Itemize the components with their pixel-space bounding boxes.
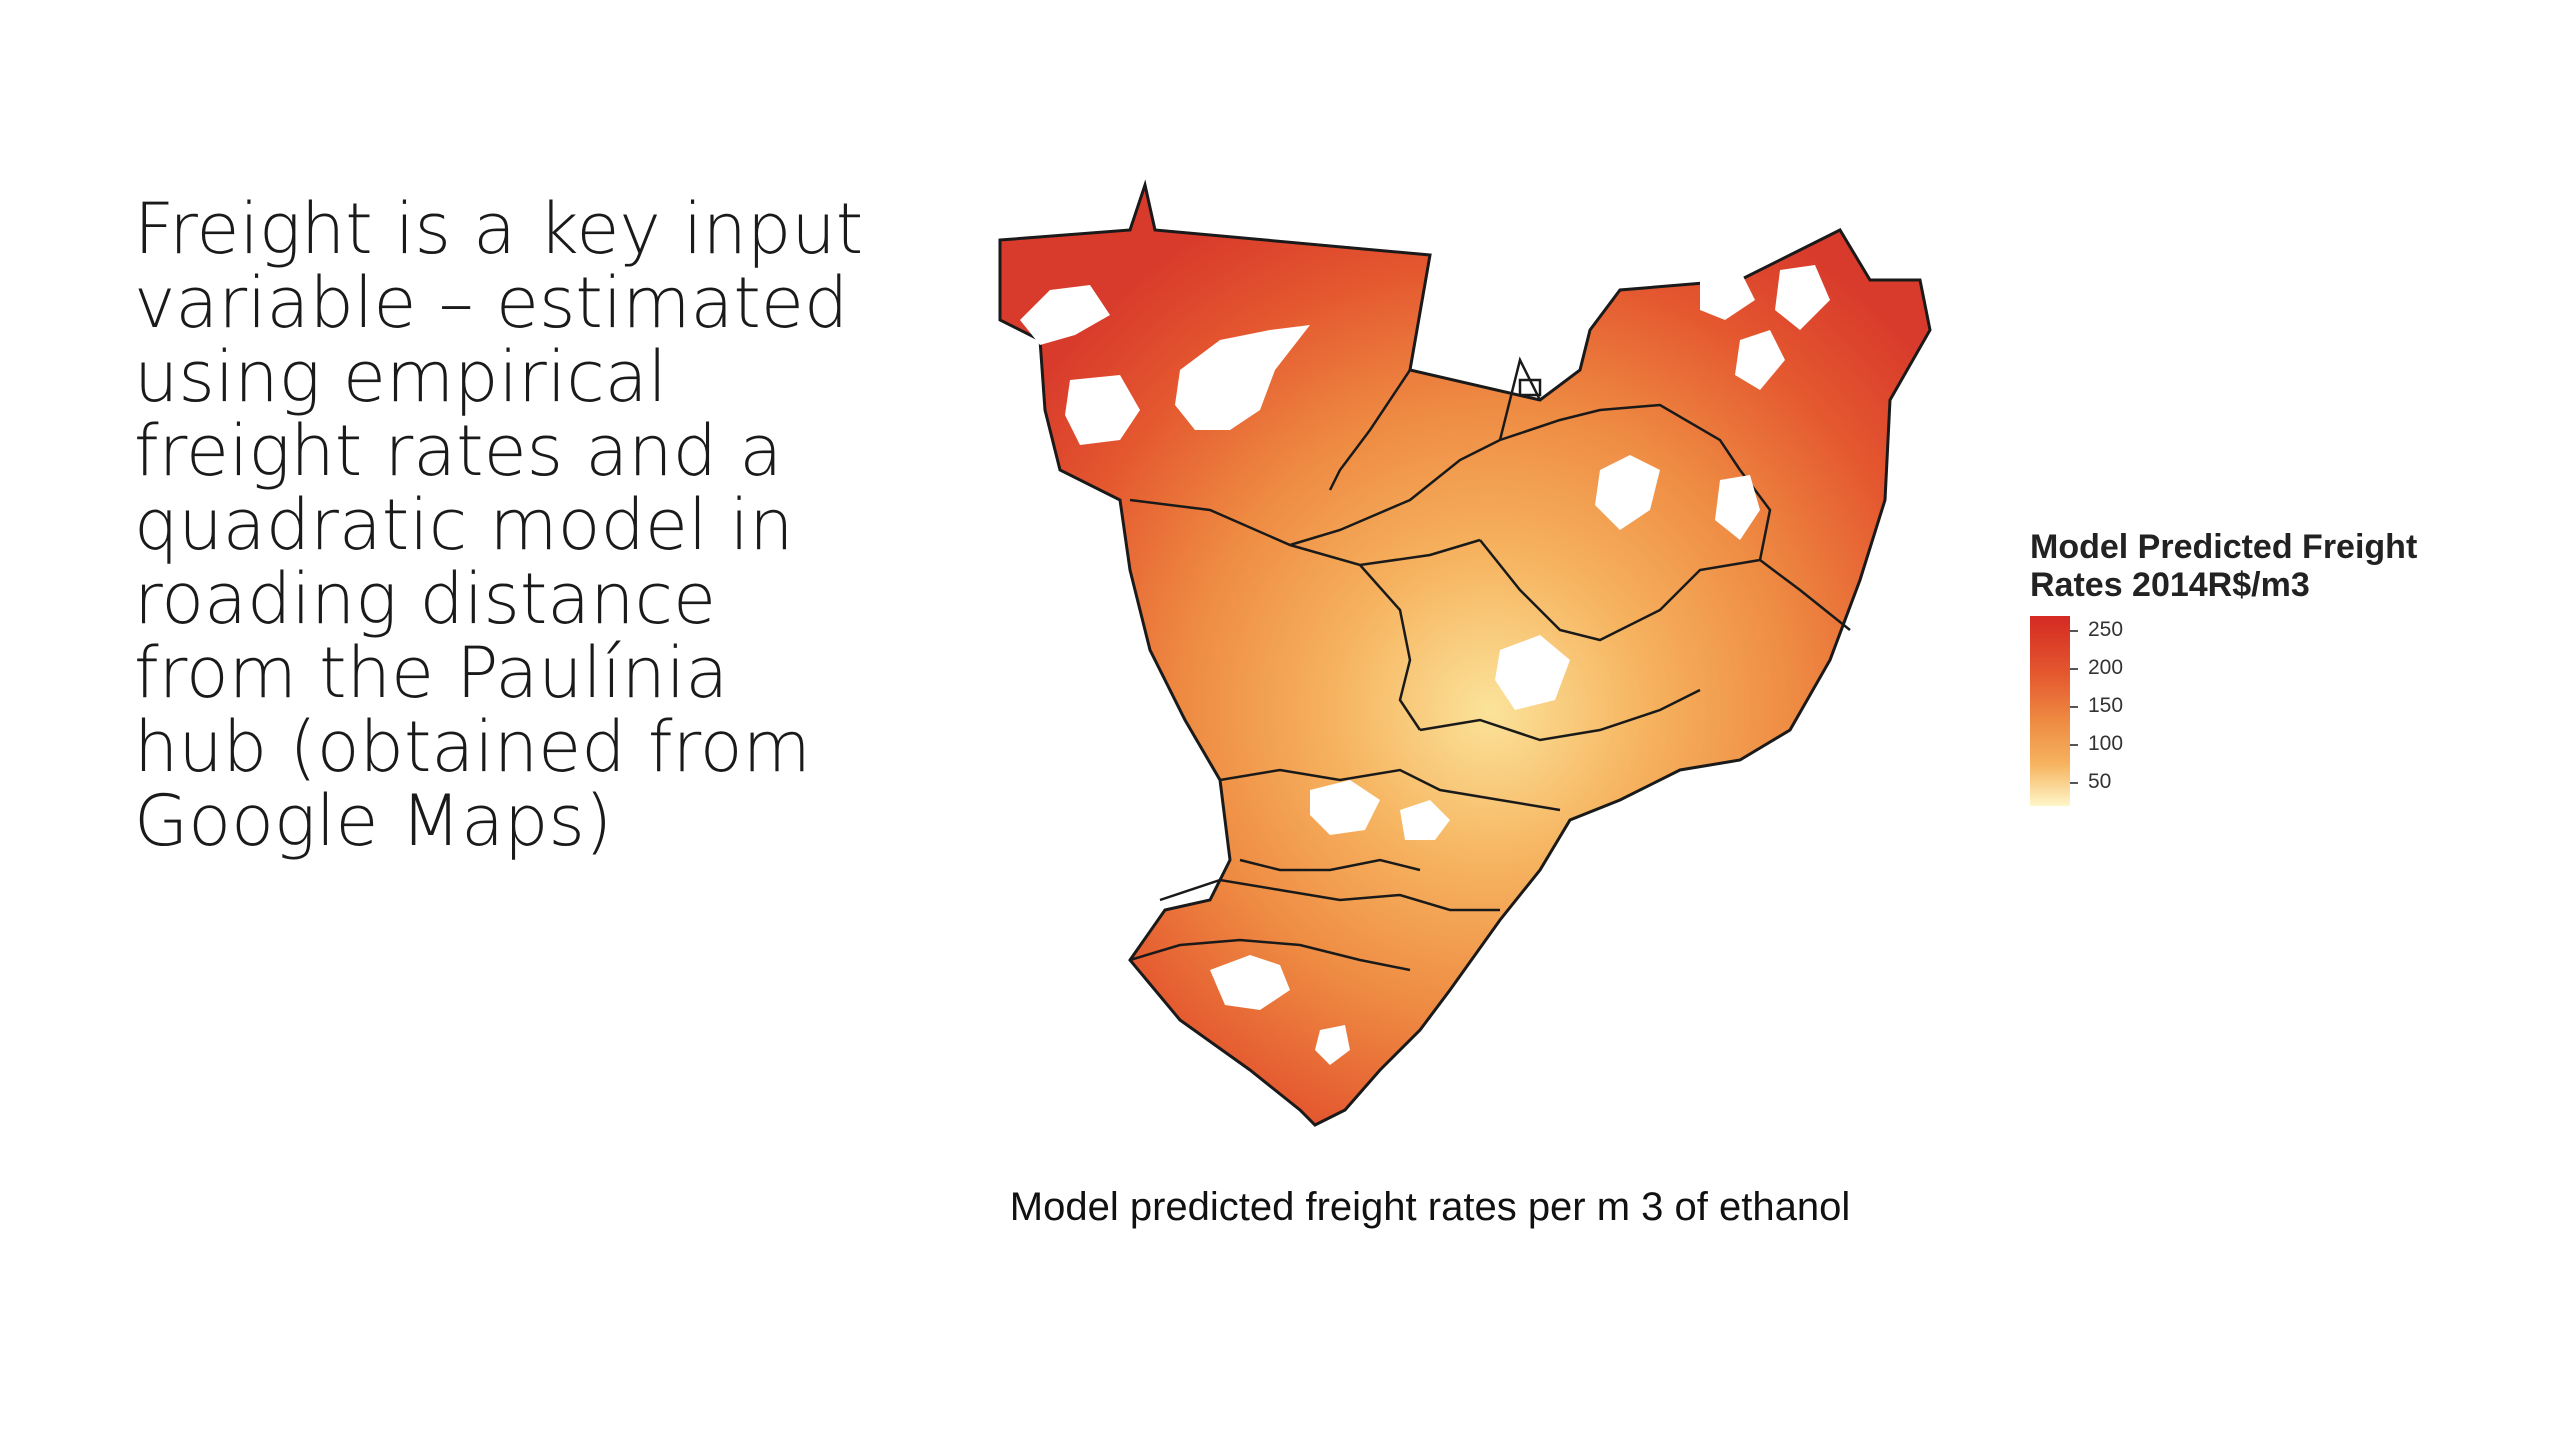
legend-title-line: Model Predicted Freight (2030, 528, 2418, 566)
state-border (1498, 356, 1542, 441)
text-line: hub (obtained from (134, 706, 811, 788)
state-border (1499, 403, 1742, 471)
no-data-area (1715, 475, 1760, 540)
freight-rate-map (980, 170, 1960, 1180)
region-outline (998, 179, 1932, 1127)
text-line: using empirical (134, 336, 668, 418)
state-border (1219, 768, 1561, 812)
no-data-area (1175, 325, 1310, 430)
legend-color-bar (2030, 616, 2070, 806)
state-border (1359, 564, 1422, 731)
state-border (1159, 878, 1500, 912)
legend-tick-label: 150 (2069, 694, 2124, 717)
state-borders (1129, 356, 1851, 972)
state-border (1239, 858, 1421, 872)
no-data-area (1495, 635, 1570, 710)
map-svg (998, 179, 1932, 1127)
state-border (1129, 438, 1501, 547)
state-border (1419, 688, 1701, 742)
legend-tick-label: 50 (2069, 770, 2112, 793)
slide-body-text: Freight is a key input variable – estima… (134, 192, 914, 858)
no-data-area (1735, 330, 1785, 390)
no-data-areas (1020, 265, 1830, 1065)
text-line: variable – estimated (134, 262, 849, 344)
legend-title: Model Predicted Freight Rates 2014R$/m3 (2030, 528, 2530, 604)
text-line: quadratic model in (134, 484, 794, 566)
legend-tick-label: 100 (2069, 732, 2124, 755)
no-data-area (1210, 955, 1290, 1010)
text-line: roading distance (134, 558, 717, 640)
text-line: Google Maps) (134, 780, 613, 862)
state-border (1328, 369, 1412, 491)
legend-tick-label: 250 (2069, 618, 2124, 641)
no-data-area (1020, 285, 1110, 345)
no-data-area (1400, 800, 1450, 840)
state-border (1289, 538, 1481, 567)
state-border (1518, 378, 1542, 397)
map-caption: Model predicted freight rates per m 3 of… (1009, 1185, 1851, 1229)
text-line: Freight is a key input (134, 188, 864, 270)
no-data-area (1315, 1025, 1350, 1065)
no-data-area (1065, 375, 1140, 445)
text-line: freight rates and a (134, 410, 783, 492)
text-line: from the Paulínia (134, 632, 729, 714)
no-data-area (1595, 455, 1660, 530)
no-data-area (1310, 780, 1380, 835)
legend-body: 250 200 150 100 50 (2030, 616, 2530, 806)
no-data-area (1775, 265, 1830, 330)
map-legend: Model Predicted Freight Rates 2014R$/m3 … (2030, 528, 2530, 806)
legend-tick-label: 200 (2069, 656, 2124, 679)
no-data-area (1700, 270, 1755, 320)
state-border (1479, 539, 1761, 642)
state-border (1129, 938, 1411, 972)
legend-title-line: Rates 2014R$/m3 (2030, 566, 2310, 604)
